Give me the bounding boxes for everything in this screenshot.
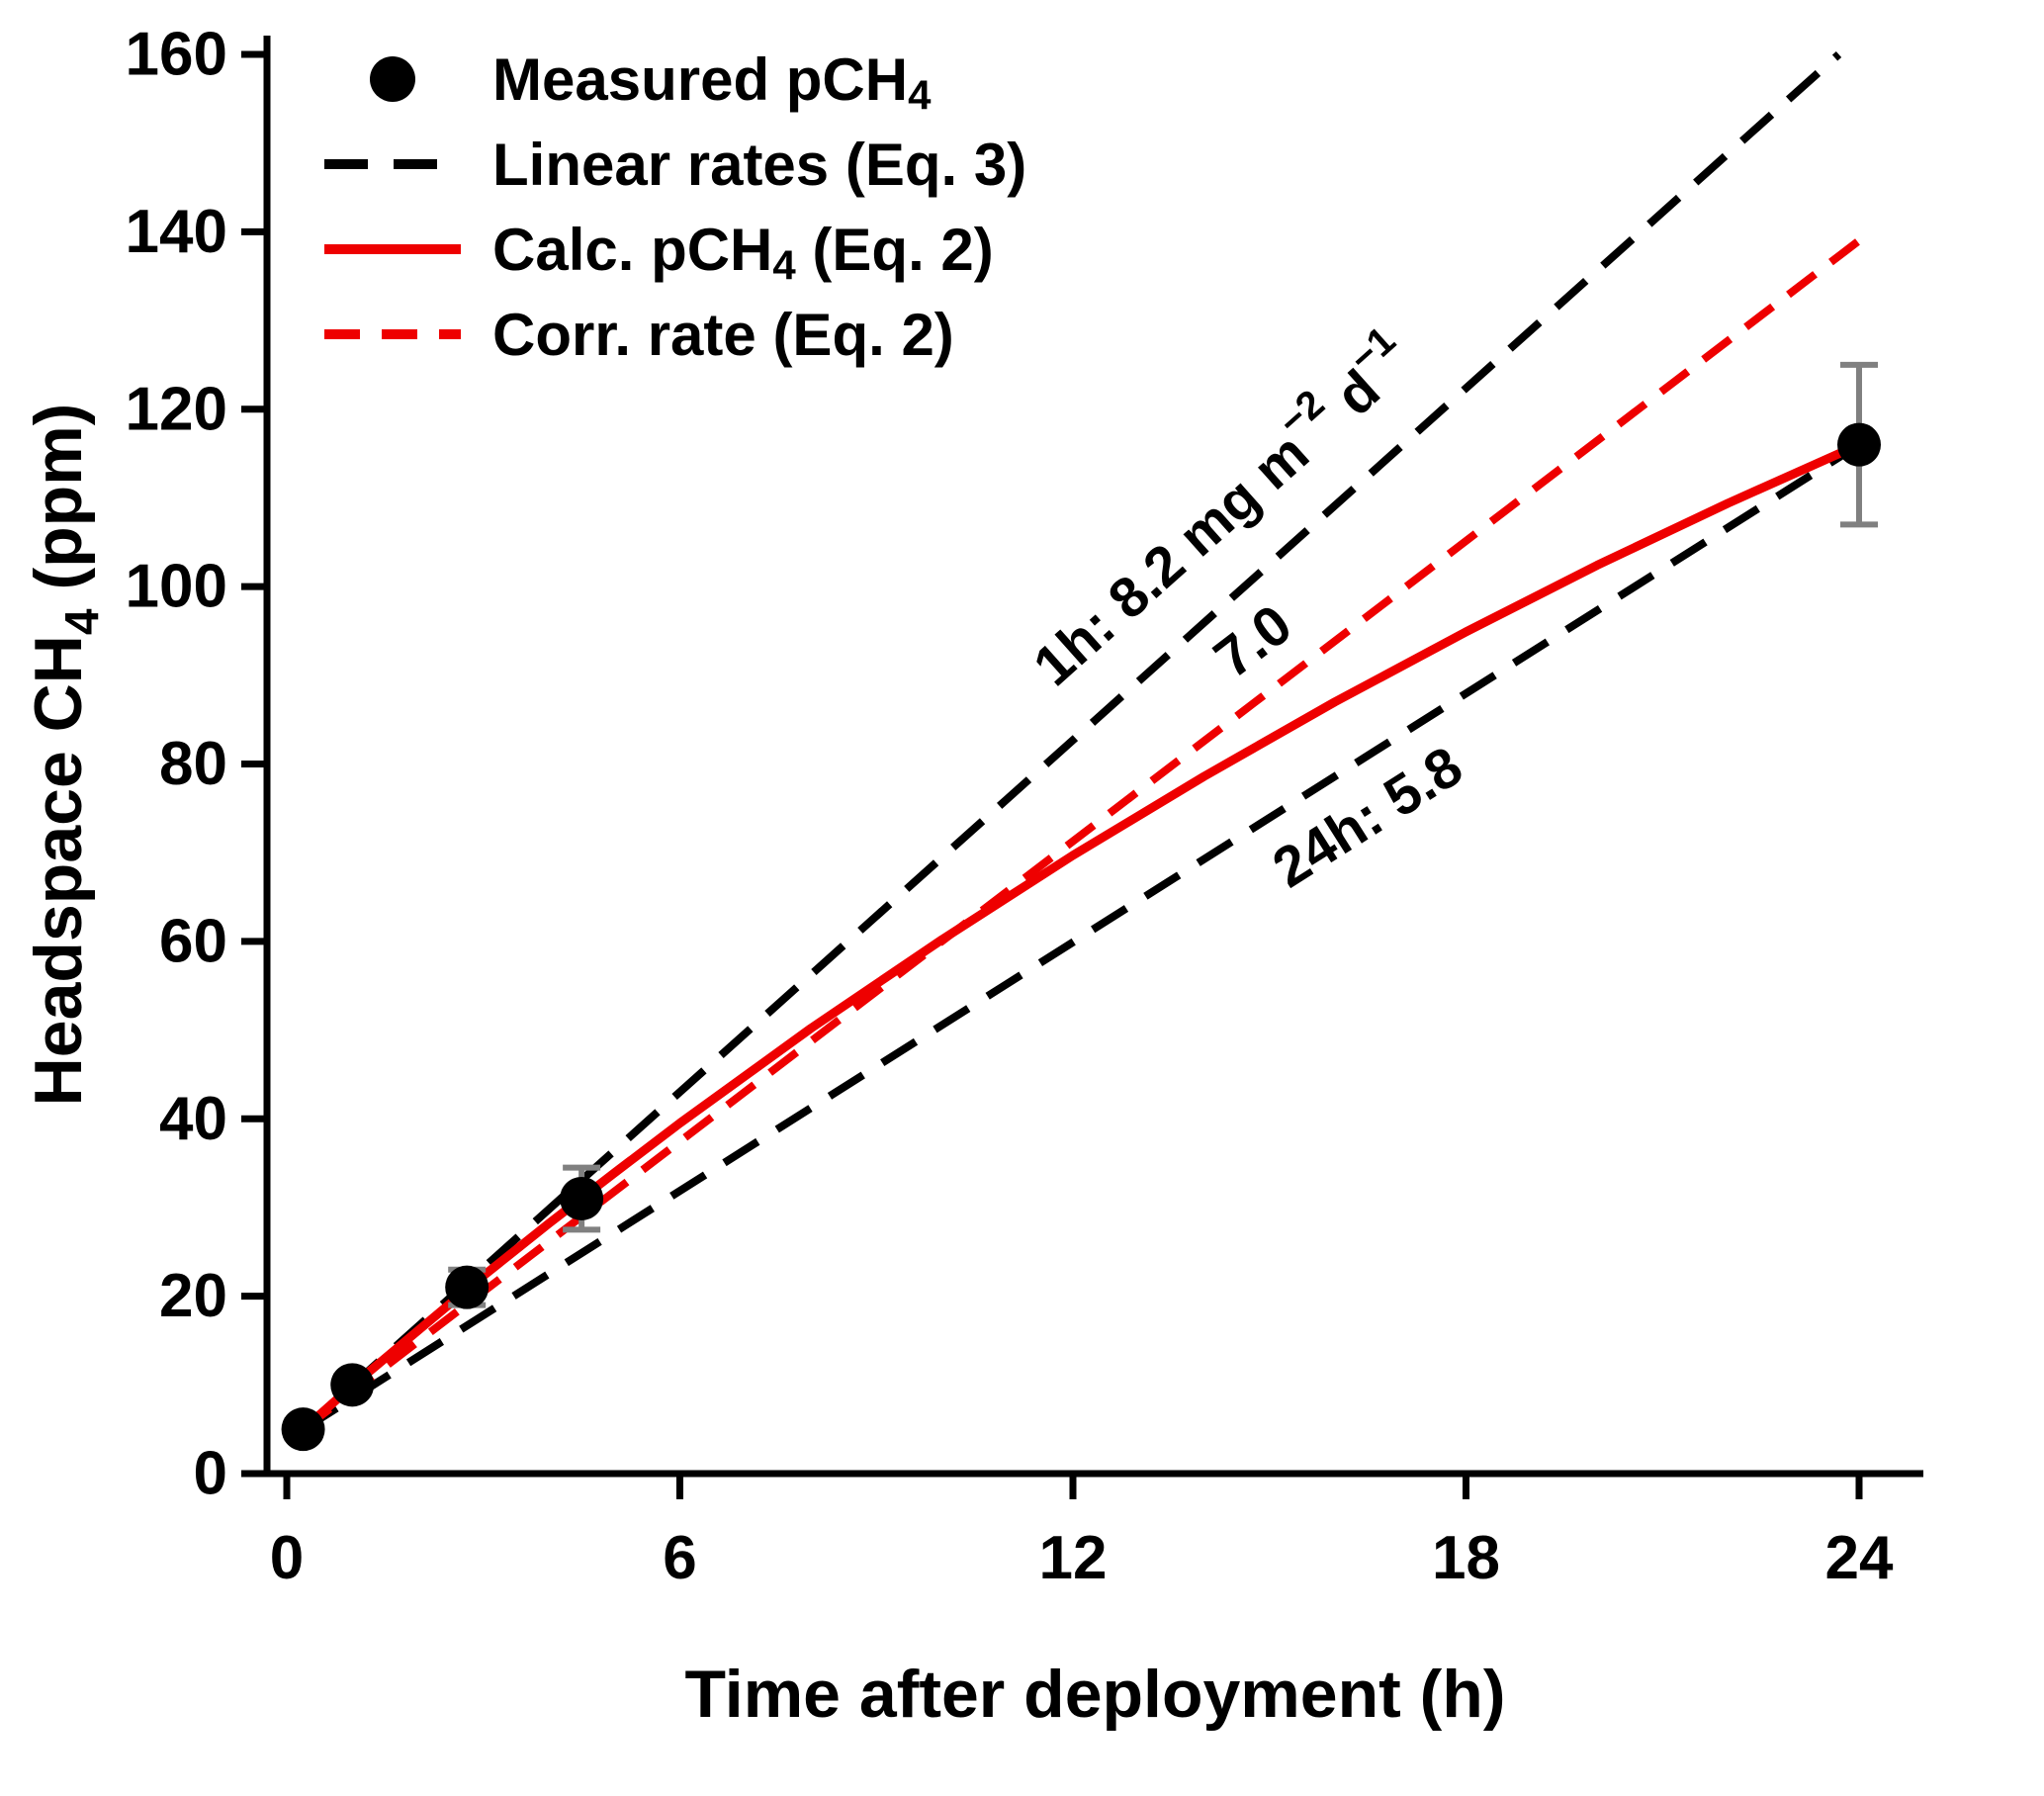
linear-rate-24h-line: [301, 441, 1862, 1433]
legend-linear-rates-label: Linear rates (Eq. 3): [492, 132, 1026, 198]
x-tick-label: 24: [1825, 1524, 1894, 1592]
x-tick-label: 6: [663, 1524, 696, 1592]
y-tick-label: 80: [159, 730, 227, 798]
measured-point: [1837, 422, 1881, 467]
legend-measured-marker: [370, 56, 415, 102]
measured-point: [560, 1176, 604, 1220]
linear-rate-1h-line: [300, 51, 1842, 1433]
measured-point: [445, 1265, 489, 1309]
y-tick-label: 140: [126, 198, 227, 266]
x-tick-label: 18: [1432, 1524, 1500, 1592]
y-tick-label: 120: [126, 375, 227, 443]
y-tick-label: 60: [159, 907, 227, 975]
y-tick-label: 0: [194, 1440, 227, 1508]
measured-point: [330, 1363, 375, 1407]
corr-rate-line: [301, 237, 1862, 1433]
legend-measured-label: Measured pCH4: [492, 46, 932, 119]
measured-point: [281, 1407, 325, 1452]
x-tick-label: 0: [270, 1524, 304, 1592]
y-axis-title: Headspace CH4 (ppm): [21, 404, 110, 1107]
y-tick-label: 40: [159, 1085, 227, 1153]
y-tick-label: 100: [126, 553, 227, 621]
y-tick-label: 160: [126, 21, 227, 89]
y-tick-label: 20: [159, 1262, 227, 1330]
x-tick-label: 12: [1039, 1524, 1108, 1592]
legend-corr-rate-label: Corr. rate (Eq. 2): [492, 302, 954, 368]
legend-calc-pch4-label: Calc. pCH4 (Eq. 2): [492, 217, 994, 289]
x-axis-title: Time after deployment (h): [685, 1657, 1506, 1732]
